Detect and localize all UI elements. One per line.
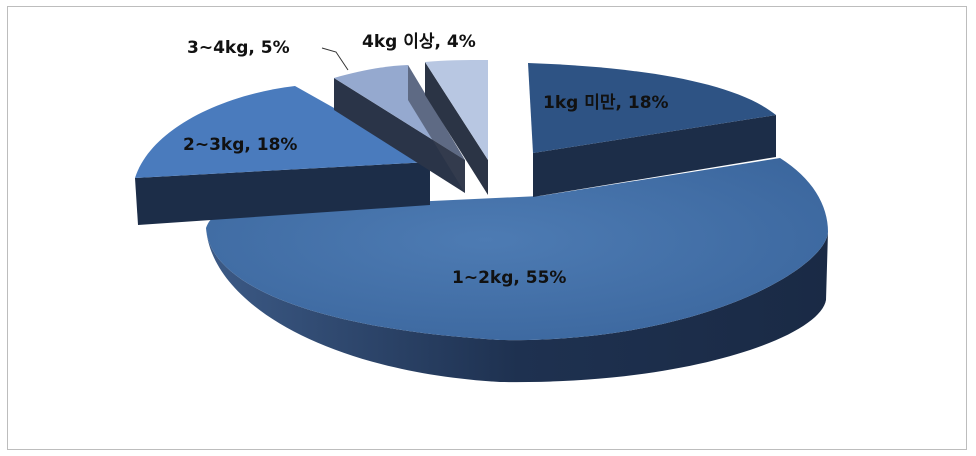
slice-4kg-over — [425, 60, 488, 195]
label-2-3kg: 2~3kg, 18% — [183, 135, 297, 155]
leader-line-3-4kg — [321, 47, 349, 71]
label-4kg-over: 4kg 이상, 4% — [362, 32, 476, 52]
slice-2-3kg — [135, 86, 430, 225]
slice-3-4kg — [334, 65, 465, 193]
label-1-2kg: 1~2kg, 55% — [452, 268, 566, 288]
label-1kg-under: 1kg 미만, 18% — [543, 93, 669, 113]
slice-1-2kg — [206, 158, 828, 383]
slice-1kg-under — [528, 63, 776, 197]
label-3-4kg: 3~4kg, 5% — [187, 38, 290, 58]
